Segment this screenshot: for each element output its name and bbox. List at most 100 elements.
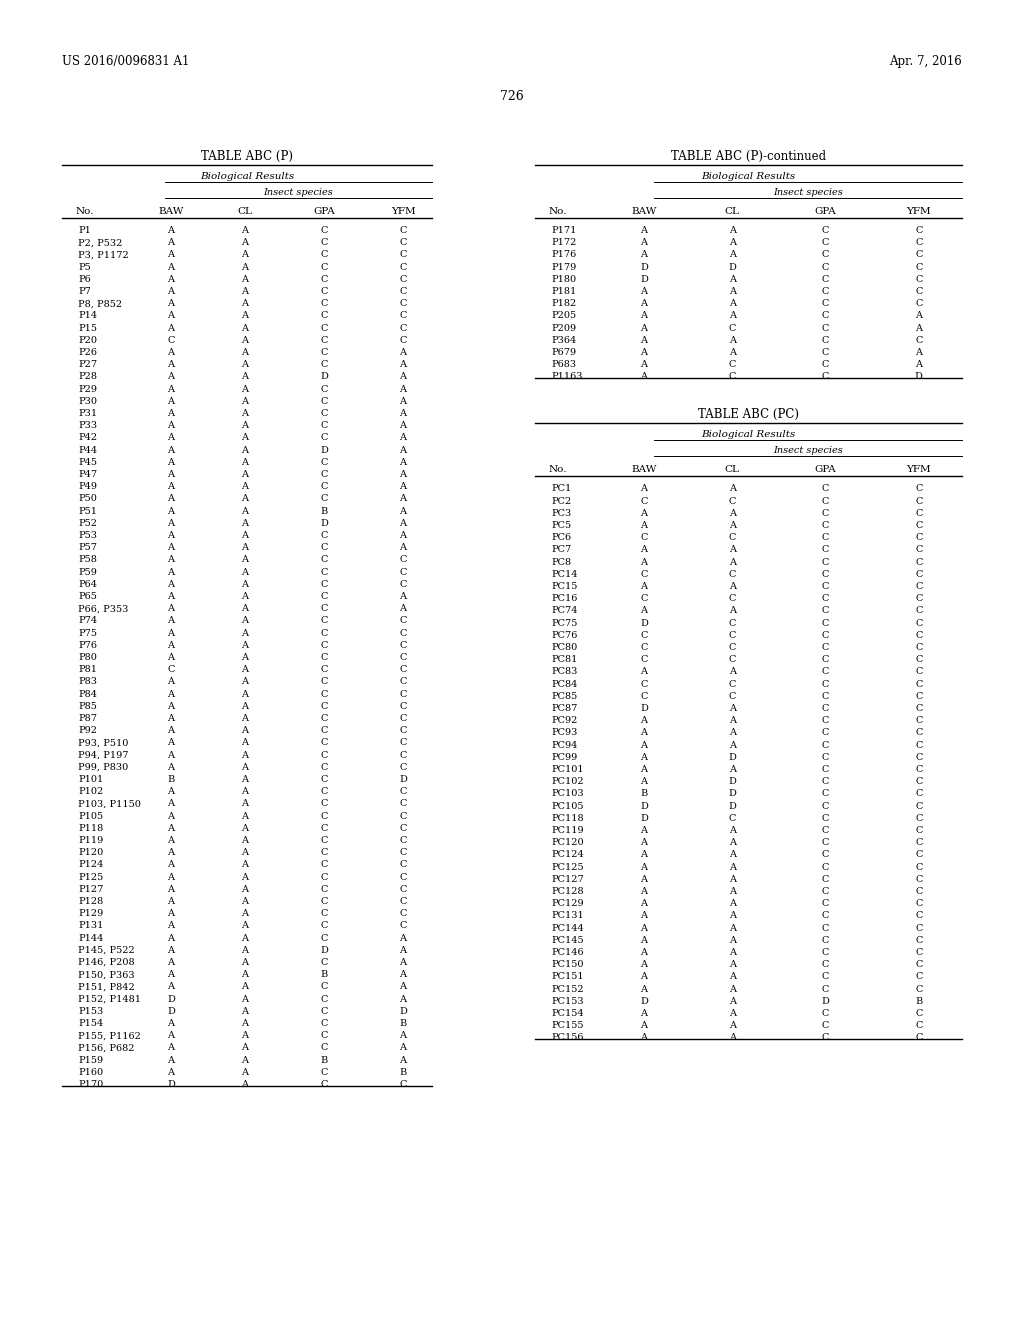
Text: A: A — [729, 826, 736, 836]
Text: C: C — [321, 1043, 328, 1052]
Text: A: A — [242, 372, 249, 381]
Text: C: C — [321, 1068, 328, 1077]
Text: A: A — [168, 1043, 174, 1052]
Text: C: C — [822, 300, 829, 308]
Text: D: D — [728, 263, 736, 272]
Text: C: C — [399, 568, 407, 577]
Text: A: A — [168, 677, 174, 686]
Text: P209: P209 — [551, 323, 577, 333]
Text: C: C — [640, 533, 648, 543]
Text: C: C — [728, 643, 736, 652]
Text: Biological Results: Biological Results — [701, 172, 796, 181]
Text: A: A — [729, 729, 736, 738]
Text: C: C — [728, 323, 736, 333]
Text: P92: P92 — [78, 726, 97, 735]
Text: A: A — [168, 591, 174, 601]
Text: B: B — [915, 997, 923, 1006]
Text: C: C — [822, 545, 829, 554]
Text: P29: P29 — [78, 384, 97, 393]
Text: P144: P144 — [78, 933, 103, 942]
Text: C: C — [915, 704, 923, 713]
Text: C: C — [915, 594, 923, 603]
Text: BAW: BAW — [159, 207, 183, 216]
Text: P66, P353: P66, P353 — [78, 605, 128, 614]
Text: C: C — [822, 631, 829, 640]
Text: P129: P129 — [78, 909, 103, 919]
Text: A: A — [168, 286, 174, 296]
Text: A: A — [168, 263, 174, 272]
Text: C: C — [321, 909, 328, 919]
Text: A: A — [168, 433, 174, 442]
Text: A: A — [242, 616, 249, 626]
Text: P179: P179 — [551, 263, 577, 272]
Text: C: C — [321, 689, 328, 698]
Text: TABLE ABC (PC): TABLE ABC (PC) — [698, 408, 799, 421]
Text: B: B — [640, 789, 647, 799]
Text: A: A — [242, 714, 249, 723]
Text: A: A — [242, 263, 249, 272]
Text: A: A — [242, 763, 249, 772]
Text: P155, P1162: P155, P1162 — [78, 1031, 141, 1040]
Text: C: C — [640, 570, 648, 578]
Text: A: A — [168, 1068, 174, 1077]
Text: C: C — [822, 335, 829, 345]
Text: A: A — [729, 741, 736, 750]
Text: C: C — [822, 1008, 829, 1018]
Text: P124: P124 — [78, 861, 103, 870]
Text: A: A — [729, 238, 736, 247]
Text: C: C — [321, 458, 328, 467]
Text: A: A — [168, 312, 174, 321]
Text: C: C — [321, 653, 328, 663]
Text: A: A — [640, 251, 647, 260]
Text: C: C — [915, 300, 923, 308]
Text: A: A — [242, 482, 249, 491]
Text: A: A — [640, 226, 647, 235]
Text: C: C — [822, 668, 829, 676]
Text: A: A — [242, 800, 249, 808]
Text: C: C — [321, 275, 328, 284]
Text: CL: CL — [725, 466, 739, 474]
Text: PC119: PC119 — [551, 826, 584, 836]
Text: P47: P47 — [78, 470, 97, 479]
Text: A: A — [168, 812, 174, 821]
Text: D: D — [167, 1080, 175, 1089]
Text: C: C — [321, 568, 328, 577]
Text: A: A — [242, 421, 249, 430]
Text: A: A — [242, 384, 249, 393]
Text: D: D — [167, 994, 175, 1003]
Text: C: C — [728, 360, 736, 370]
Text: C: C — [915, 985, 923, 994]
Text: C: C — [822, 899, 829, 908]
Text: P14: P14 — [78, 312, 97, 321]
Text: A: A — [168, 909, 174, 919]
Text: A: A — [168, 958, 174, 968]
Text: A: A — [399, 446, 407, 454]
Text: C: C — [321, 726, 328, 735]
Text: C: C — [822, 1022, 829, 1030]
Text: A: A — [242, 689, 249, 698]
Text: P170: P170 — [78, 1080, 103, 1089]
Text: C: C — [399, 556, 407, 565]
Text: A: A — [729, 484, 736, 494]
Text: C: C — [321, 628, 328, 638]
Text: A: A — [242, 300, 249, 308]
Text: C: C — [915, 251, 923, 260]
Text: C: C — [399, 579, 407, 589]
Text: A: A — [729, 286, 736, 296]
Text: A: A — [399, 958, 407, 968]
Text: C: C — [321, 335, 328, 345]
Text: C: C — [822, 801, 829, 810]
Text: PC151: PC151 — [551, 973, 584, 981]
Text: P65: P65 — [78, 591, 97, 601]
Text: PC81: PC81 — [551, 655, 578, 664]
Text: P74: P74 — [78, 616, 97, 626]
Text: P6: P6 — [78, 275, 91, 284]
Text: C: C — [321, 763, 328, 772]
Text: C: C — [321, 421, 328, 430]
Text: C: C — [321, 226, 328, 235]
Text: A: A — [242, 898, 249, 906]
Text: A: A — [242, 933, 249, 942]
Text: C: C — [321, 787, 328, 796]
Text: P83: P83 — [78, 677, 97, 686]
Text: PC153: PC153 — [551, 997, 584, 1006]
